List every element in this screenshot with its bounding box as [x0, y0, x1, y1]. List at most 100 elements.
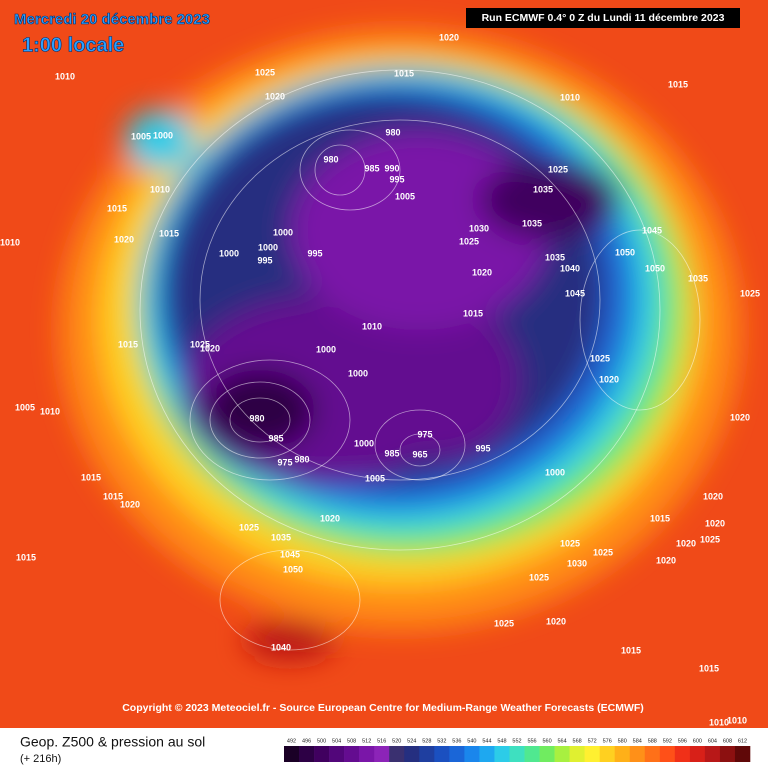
isobar-label: 965	[412, 449, 427, 459]
run-info: Run ECMWF 0.4° 0 Z du Lundi 11 décembre …	[482, 12, 725, 24]
colorbar-swatch	[404, 746, 420, 762]
isobar-label: 1020	[114, 234, 134, 244]
colorbar-tick-label: 492	[287, 738, 296, 744]
isobar-label: 1015	[159, 228, 179, 238]
colorbar-swatch	[659, 746, 676, 762]
isobar-label: 975	[277, 457, 292, 467]
isobar-label: 1000	[348, 368, 368, 378]
colorbar-tick-label: 604	[708, 738, 717, 744]
isobar-label: 1015	[699, 663, 719, 673]
colorbar-swatch	[704, 746, 721, 762]
colorbar: 492 496 500 504 508 512 516 520 524 528 532 536 540 5…	[284, 738, 751, 762]
isobar-label: 1005	[15, 402, 35, 412]
colorbar-tick-label: 508	[347, 738, 356, 744]
colorbar-tick-label: 560	[542, 738, 551, 744]
isobar-label: 995	[257, 255, 272, 265]
colorbar-swatch	[674, 746, 691, 762]
colorbar-swatch	[614, 746, 631, 762]
isobar-label: 1000	[219, 248, 239, 258]
isobar-label: 1025	[548, 164, 568, 174]
isobar-label: 1035	[522, 218, 542, 228]
isobar-label: 1025	[700, 534, 720, 544]
colorbar-swatch	[329, 746, 345, 762]
isobar-label: 1015	[394, 68, 414, 78]
isobar-label: 1010	[362, 321, 382, 331]
isobar-label: 1025	[190, 339, 210, 349]
colorbar-tick-label: 500	[317, 738, 326, 744]
geopotential-field	[0, 0, 768, 728]
isobar-label: 975	[417, 429, 432, 439]
isobar-label: 1010	[727, 715, 747, 725]
isobar-label: 1020	[599, 374, 619, 384]
isobar-label: 1050	[645, 263, 665, 273]
colorbar-swatch	[509, 746, 525, 762]
colorbar-swatch	[494, 746, 510, 762]
local-time: 1:00 locale	[22, 34, 124, 56]
colorbar-swatch	[524, 746, 540, 762]
colorbar-tick-label: 536	[452, 738, 461, 744]
isobar-label: 1015	[118, 339, 138, 349]
colorbar-tick-label: 612	[738, 738, 747, 744]
isobar-label: 1020	[703, 491, 723, 501]
isobar-label: 1000	[545, 467, 565, 477]
isobar-label: 1050	[283, 564, 303, 574]
isobar-label: 1040	[271, 642, 291, 652]
isobar-label: 1025	[529, 572, 549, 582]
colorbar-swatch	[449, 746, 465, 762]
isobar-label: 1020	[439, 32, 459, 42]
colorbar-swatch	[374, 746, 390, 762]
isobar-label: 1015	[621, 645, 641, 655]
colorbar-swatch	[629, 746, 646, 762]
colorbar-tick-label: 608	[723, 738, 732, 744]
isobar-label: 990	[384, 163, 399, 173]
isobar-label: 1000	[316, 344, 336, 354]
isobar-label: 1010	[55, 71, 75, 81]
colorbar-swatch	[734, 746, 751, 762]
isobar-label: 1035	[533, 184, 553, 194]
isobar-label: 1020	[120, 499, 140, 509]
isobar-label: 1025	[255, 67, 275, 77]
colorbar-tick-label: 520	[392, 738, 401, 744]
isobar-label: 1025	[560, 538, 580, 548]
isobar-label: 1035	[545, 252, 565, 262]
colorbar-tick-label: 592	[663, 738, 672, 744]
colorbar-swatch	[689, 746, 706, 762]
copyright: Copyright © 2023 Meteociel.fr - Source E…	[122, 702, 644, 714]
isobar-label: 1000	[258, 242, 278, 252]
colorbar-swatch	[464, 746, 480, 762]
isobar-label: 1045	[565, 288, 585, 298]
isobar-label: 1020	[656, 555, 676, 565]
isobar-label: 1020	[705, 518, 725, 528]
isobar-label: 1045	[642, 225, 662, 235]
isobar-label: 1025	[740, 288, 760, 298]
footer-lead: (+ 216h)	[20, 753, 61, 765]
colorbar-tick-label: 548	[497, 738, 506, 744]
colorbar-swatch	[479, 746, 495, 762]
colorbar-tick-label: 528	[422, 738, 431, 744]
colorbar-tick-label: 580	[618, 738, 627, 744]
isobar-label: 1010	[150, 184, 170, 194]
forecast-date: Mercredi 20 décembre 2023	[14, 11, 210, 28]
footer-title: Geop. Z500 & pression au sol	[20, 734, 205, 750]
isobar-label: 995	[389, 174, 404, 184]
isobar-label: 995	[475, 443, 490, 453]
isobar-label: 1035	[688, 273, 708, 283]
colorbar-swatch	[344, 746, 360, 762]
isobar-label: 1005	[131, 131, 151, 141]
isobar-lines	[139, 69, 701, 651]
colorbar-tick-label: 568	[573, 738, 582, 744]
isobar-label: 1020	[265, 91, 285, 101]
isobar-label: 1000	[354, 438, 374, 448]
isobar-label: 1015	[16, 552, 36, 562]
isobar-label: 1015	[463, 308, 483, 318]
colorbar-tick-label: 512	[362, 738, 371, 744]
isobar-label: 980	[294, 454, 309, 464]
isobar-label: 980	[249, 413, 264, 423]
colorbar-swatch	[584, 746, 600, 762]
isobar-label: 1020	[730, 412, 750, 422]
colorbar-swatch	[719, 746, 736, 762]
colorbar-swatch	[539, 746, 555, 762]
